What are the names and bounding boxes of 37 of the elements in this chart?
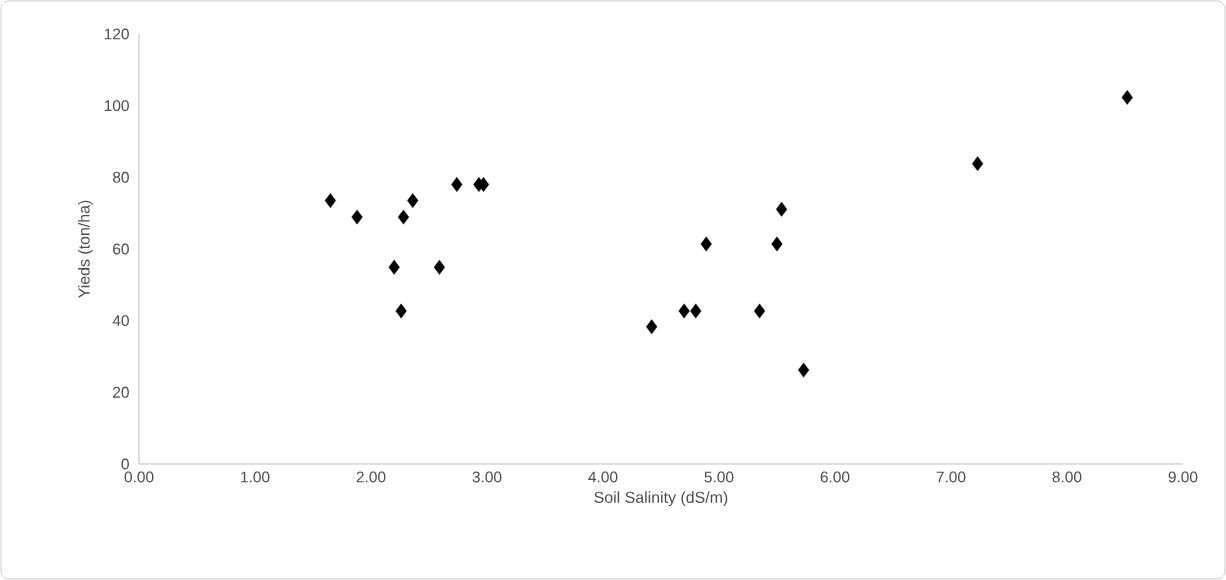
x-tick-label: 8.00 [1052, 471, 1082, 483]
point [771, 236, 783, 252]
x-tick-label: 7.00 [936, 471, 966, 483]
y-tick-label: 80 [112, 171, 129, 183]
y-tick-label: 0 [121, 458, 129, 470]
point [776, 201, 788, 217]
x-tick-label: 3.00 [472, 471, 502, 483]
point [324, 193, 336, 208]
point [753, 303, 766, 319]
point [451, 177, 463, 192]
point [388, 259, 400, 275]
y-tick-label: 20 [113, 386, 129, 398]
point [407, 193, 419, 208]
point [433, 259, 445, 275]
point [700, 236, 712, 252]
point [646, 319, 658, 335]
y-tick-label: 40 [112, 315, 129, 327]
y-tick-label: 120 [104, 28, 129, 40]
x-tick-label: 1.00 [241, 471, 270, 483]
point [798, 362, 810, 378]
point [397, 209, 410, 225]
x-tick-label: 0.00 [124, 471, 154, 483]
x-tick-label: 5.00 [704, 471, 734, 483]
point [1121, 90, 1133, 105]
x-tick-label: 4.00 [588, 471, 618, 483]
point [972, 156, 984, 172]
point [395, 303, 407, 319]
x-axis-title: Soil Salinity (dS/m) [594, 491, 728, 507]
y-axis-title: Yieds (ton/ha) [78, 200, 93, 298]
point [678, 303, 690, 319]
x-tick-label: 6.00 [820, 471, 850, 483]
y-tick-label: 60 [113, 243, 129, 255]
y-tick-label: 100 [104, 100, 129, 112]
point [690, 303, 702, 319]
point [351, 209, 363, 225]
x-tick-label: 9.00 [1168, 471, 1198, 483]
x-tick-label: 2.00 [356, 471, 386, 483]
